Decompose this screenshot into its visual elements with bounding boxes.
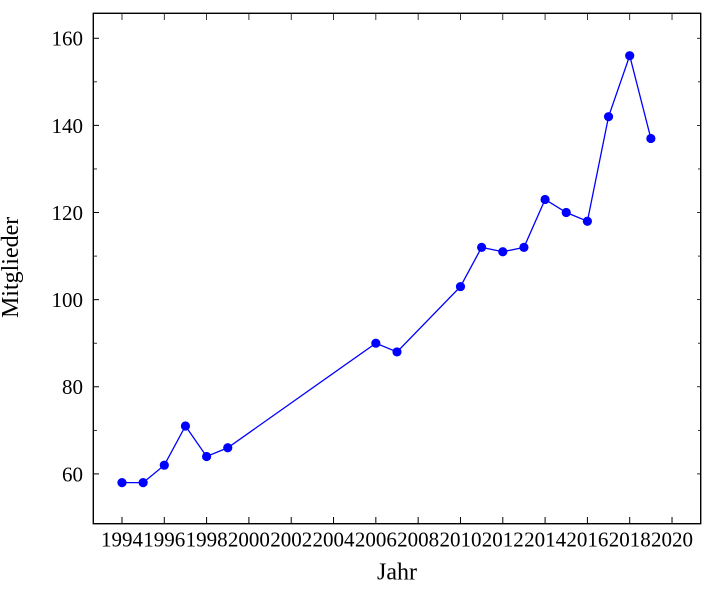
svg-text:160: 160 xyxy=(52,27,84,51)
svg-text:Jahr: Jahr xyxy=(377,560,417,586)
svg-text:2012: 2012 xyxy=(482,528,524,552)
svg-text:1994: 1994 xyxy=(101,528,144,552)
svg-text:60: 60 xyxy=(62,462,83,486)
svg-text:2006: 2006 xyxy=(355,528,397,552)
svg-text:2002: 2002 xyxy=(270,528,312,552)
svg-text:2020: 2020 xyxy=(651,528,693,552)
svg-text:2004: 2004 xyxy=(313,528,356,552)
svg-text:2018: 2018 xyxy=(609,528,651,552)
svg-text:100: 100 xyxy=(52,288,84,312)
svg-text:2014: 2014 xyxy=(524,528,567,552)
svg-text:80: 80 xyxy=(62,375,83,399)
svg-text:120: 120 xyxy=(52,201,84,225)
svg-text:2010: 2010 xyxy=(439,528,481,552)
svg-text:140: 140 xyxy=(52,114,84,138)
svg-text:2008: 2008 xyxy=(397,528,439,552)
svg-text:1996: 1996 xyxy=(143,528,185,552)
svg-text:2000: 2000 xyxy=(228,528,270,552)
svg-text:Mitglieder: Mitglieder xyxy=(0,217,24,318)
svg-text:2016: 2016 xyxy=(566,528,608,552)
svg-text:1998: 1998 xyxy=(186,528,228,552)
